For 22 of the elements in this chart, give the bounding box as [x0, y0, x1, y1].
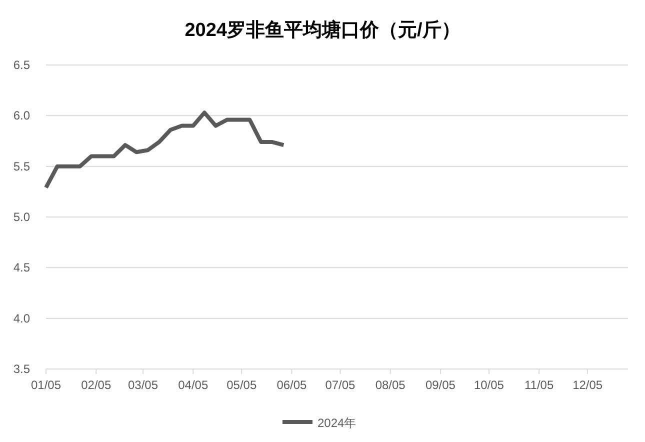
- x-tick-label: 01/05: [30, 378, 62, 392]
- x-tick-label: 10/05: [474, 378, 504, 392]
- x-tick-label: 12/05: [572, 378, 603, 392]
- x-tick-label: 08/05: [375, 378, 406, 392]
- y-tick-label: 3.5: [13, 362, 30, 376]
- y-tick-label: 4.5: [13, 260, 30, 275]
- x-tick-label: 09/05: [425, 378, 456, 392]
- chart-title: 2024罗非鱼平均塘口价（元/斤）: [184, 19, 460, 41]
- y-tick-label: 5.5: [13, 159, 30, 174]
- x-tick-label: 06/05: [276, 378, 308, 392]
- line-series: [44, 110, 286, 190]
- x-tick-label: 05/05: [226, 378, 257, 392]
- y-tick-label: 4.0: [13, 311, 30, 326]
- x-tick-label: 11/05: [524, 378, 554, 392]
- legend-label: 2024年: [318, 416, 356, 430]
- y-tick-label: 6.0: [13, 108, 30, 123]
- x-tick-label: 03/05: [128, 378, 158, 392]
- y-tick-label: 5.0: [13, 210, 30, 224]
- x-tick-label: 04/05: [178, 378, 208, 392]
- x-tick-label: 02/05: [81, 378, 112, 392]
- y-tick-label: 6.5: [13, 58, 30, 72]
- x-tick-label: 07/05: [325, 378, 356, 392]
